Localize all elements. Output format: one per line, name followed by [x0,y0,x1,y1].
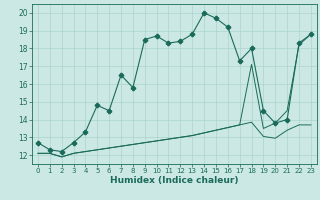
X-axis label: Humidex (Indice chaleur): Humidex (Indice chaleur) [110,176,239,185]
